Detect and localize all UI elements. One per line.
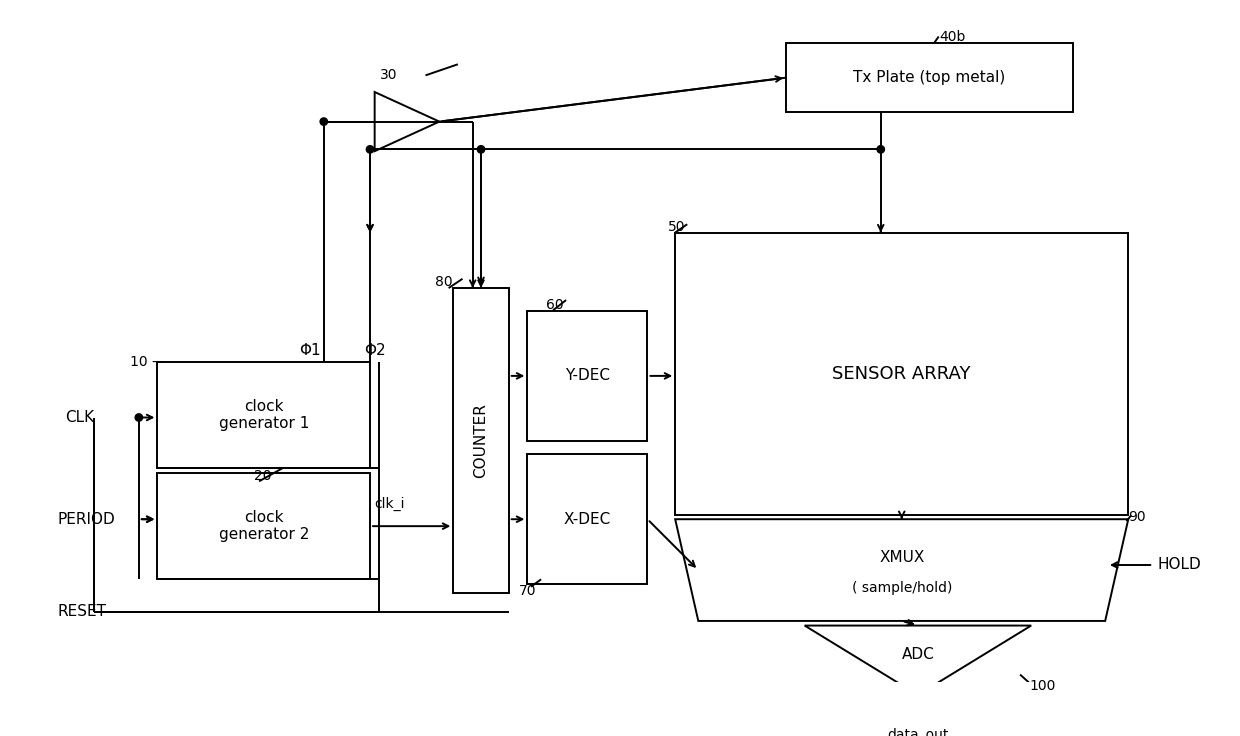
Circle shape xyxy=(135,414,143,421)
Text: RESET: RESET xyxy=(57,604,107,619)
Text: 10 —: 10 — xyxy=(130,355,165,369)
Text: XMUX: XMUX xyxy=(879,551,925,565)
Polygon shape xyxy=(805,626,1032,695)
Text: Y-DEC: Y-DEC xyxy=(565,369,610,383)
Text: 60: 60 xyxy=(546,297,563,311)
Text: Φ1: Φ1 xyxy=(299,344,321,358)
Circle shape xyxy=(366,146,373,153)
Text: data_out: data_out xyxy=(888,728,949,736)
Bar xyxy=(527,455,647,584)
Text: CLK: CLK xyxy=(64,410,94,425)
Text: PERIOD: PERIOD xyxy=(57,512,115,527)
Text: Φ2: Φ2 xyxy=(363,344,386,358)
Text: 90: 90 xyxy=(1128,510,1146,524)
Text: clock
generator 2: clock generator 2 xyxy=(218,510,309,542)
Polygon shape xyxy=(676,519,1128,621)
Bar xyxy=(454,288,508,593)
Text: Tx Plate (top metal): Tx Plate (top metal) xyxy=(853,70,1006,85)
Bar xyxy=(786,43,1073,113)
Text: 20: 20 xyxy=(254,469,272,483)
Polygon shape xyxy=(374,92,439,151)
Text: SENSOR ARRAY: SENSOR ARRAY xyxy=(832,364,971,383)
Text: 40b: 40b xyxy=(940,29,966,43)
Text: 50: 50 xyxy=(668,220,686,234)
Circle shape xyxy=(877,146,884,153)
Text: clk_i: clk_i xyxy=(374,497,405,511)
Circle shape xyxy=(477,146,485,153)
Bar xyxy=(157,362,370,468)
Text: clock
generator 1: clock generator 1 xyxy=(218,399,309,431)
Text: ADC: ADC xyxy=(901,647,934,662)
Text: ( sample/hold): ( sample/hold) xyxy=(852,581,952,595)
Text: 100: 100 xyxy=(1029,679,1055,693)
Bar xyxy=(527,311,647,441)
Text: 70: 70 xyxy=(518,584,536,598)
Text: 30: 30 xyxy=(379,68,397,82)
Circle shape xyxy=(320,118,327,125)
Text: HOLD: HOLD xyxy=(1158,557,1202,573)
Text: 80: 80 xyxy=(435,275,453,289)
Bar xyxy=(157,473,370,579)
Bar xyxy=(676,233,1128,514)
Text: COUNTER: COUNTER xyxy=(474,403,489,478)
Text: X-DEC: X-DEC xyxy=(564,512,611,527)
